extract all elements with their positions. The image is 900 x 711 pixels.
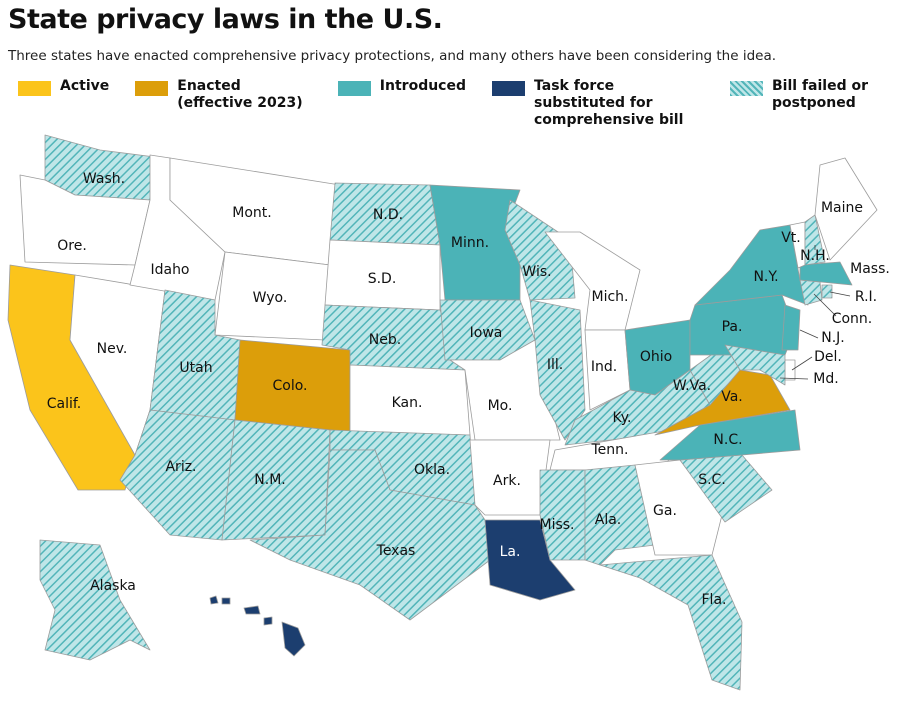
state-label: Minn. [451,235,489,251]
state-label: N.M. [254,472,285,488]
state-label: Alaska [90,578,136,594]
state-label: Pa. [722,319,743,335]
state-label: Ore. [57,238,87,254]
state-label: Mich. [592,289,629,305]
legend-label: Enacted (effective 2023) [177,78,303,111]
state-label: Mass. [850,261,890,277]
state-label: Tenn. [591,442,629,458]
legend-item: Task force substituted for comprehensive… [492,78,704,129]
leader-line [829,291,851,297]
leader-line [779,377,809,380]
state-label: Ind. [591,359,617,375]
state-label: Del. [814,349,842,365]
state-label: La. [500,544,521,560]
state [469,439,551,516]
state-label: N.D. [373,207,403,223]
state-label: S.D. [368,271,397,287]
state [599,554,743,691]
state-label: Va. [721,389,743,405]
state-label: Ariz. [165,459,196,475]
state-label: Md. [813,371,838,387]
state [724,344,786,386]
state-label: N.J. [821,330,845,346]
state-label: Neb. [369,332,401,348]
legend-swatch [492,81,525,96]
legend-swatch [18,81,51,96]
state [634,459,723,556]
state-label: N.H. [800,248,830,264]
state-label: Wis. [522,264,551,280]
state-label: Texas [376,543,416,559]
state [249,449,491,621]
state [784,359,796,381]
state-label: Ala. [595,512,622,528]
state-label: S.C. [698,472,726,488]
state-label: Miss. [539,517,574,533]
state-label: Ky. [613,410,632,426]
state [539,469,586,561]
state-label: Ohio [640,349,672,365]
leader-line [813,293,837,317]
legend-label: Task force substituted for comprehensive… [534,78,684,128]
state [39,539,151,661]
legend-item: Introduced [337,78,466,96]
state [799,261,853,286]
state-label: Kan. [392,395,423,411]
state-label: Idaho [150,262,189,278]
state-label: Utah [179,360,212,376]
state-label: Mont. [232,205,271,221]
state-label: Hawaii [222,625,269,641]
state-label: Okla. [414,462,450,478]
state-label: R.I. [855,289,877,305]
labels: Wash. Ore. Calif. Nev. Idaho Mont. Wyo. Utah Col… [47,171,890,641]
legend-item: Active [18,78,109,96]
state [484,519,576,601]
legend-label: Active [60,78,110,94]
legend: Active Enacted (effective 2023) Introduced… [18,78,898,129]
state [429,184,521,301]
legend-item: Enacted (effective 2023) [135,78,312,112]
state-label: N.C. [713,432,742,448]
state [209,595,306,657]
title: State privacy laws in the U.S. [8,4,443,35]
state-label: Wyo. [253,290,288,306]
state [814,157,878,261]
subtitle: Three states have enacted comprehensive … [8,48,777,64]
state-label: Fla. [702,592,727,608]
states [7,134,878,691]
legend-label: Introduced [379,78,466,94]
state-label: Iowa [470,325,503,341]
state-label: Maine [821,200,863,216]
legend-item: Bill failed or postponed [730,78,872,112]
leader-line [799,329,819,339]
state-label: Vt. [781,230,801,246]
state-label: Conn. [832,311,873,327]
state-label: N.Y. [753,269,778,285]
state-label: Mo. [488,398,513,414]
state-label: Colo. [273,378,308,394]
state [529,299,586,441]
state-label: W.Va. [673,378,711,394]
leader-line [791,356,813,371]
state-label: Ill. [547,357,563,373]
legend-label: Bill failed or postponed [772,78,868,111]
legend-swatch [730,81,763,96]
state-label: Calif. [47,396,82,412]
legend-swatch [337,81,371,96]
state-label: Nev. [97,341,128,357]
legend-swatch [135,81,169,96]
state-label: Wash. [83,171,125,187]
state [804,214,826,266]
state [781,304,801,351]
state-label: Ark. [493,473,521,489]
state [821,284,833,299]
state-label: Ga. [653,503,677,519]
